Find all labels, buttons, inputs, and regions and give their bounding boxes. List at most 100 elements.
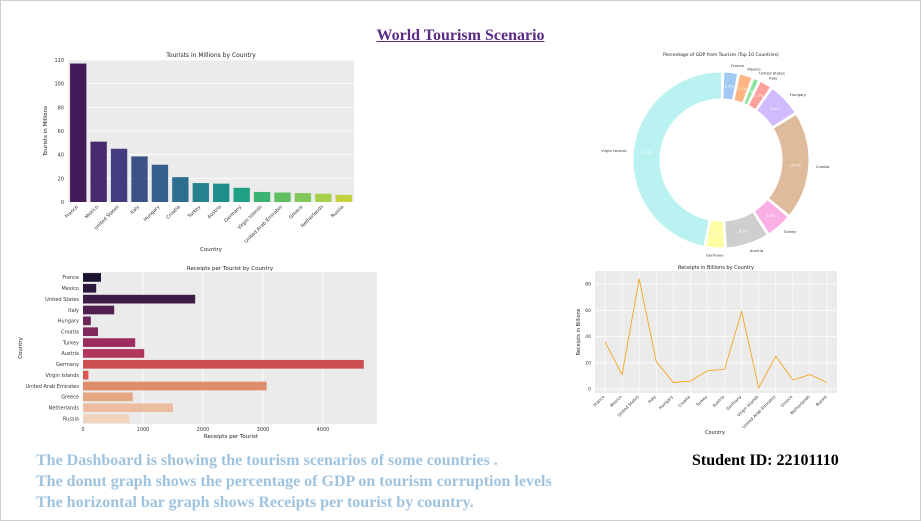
y-tick-label: United States [45, 297, 79, 303]
y-tick-label: 40 [585, 334, 591, 340]
y-tick-label: 0 [588, 387, 591, 393]
y-tick-label: Germany [56, 362, 79, 368]
plot-area [83, 272, 377, 424]
y-tick-label: United Arab Emirates [25, 384, 79, 390]
slice-percent-label: 8.2% [739, 229, 749, 233]
x-tick-label: Turkey [694, 394, 708, 408]
chart-title: Receipts per Tourist by Country [187, 266, 274, 272]
x-tick-label: France [64, 204, 80, 220]
x-tick-label: Netherlands [300, 204, 325, 229]
x-axis-label: Country [705, 430, 725, 436]
x-tick-label: Russia [815, 394, 828, 407]
caption-line-1: The Dashboard is showing the tourism sce… [36, 452, 498, 469]
donut-slice [743, 77, 760, 106]
chart-title: Receipts in Billions by Country [678, 265, 754, 271]
x-tick-label: Mexico [609, 394, 623, 408]
x-axis-label: Country [200, 247, 223, 253]
tourists-bar-chart: Tourists in Millions by Country Country … [43, 52, 354, 253]
bar [172, 177, 189, 202]
chart-title: Percentage of GDP from Tourism (Top 10 C… [663, 52, 779, 58]
x-tick-label: Italy [129, 204, 141, 216]
slice-label: Turkey [783, 229, 797, 234]
donut-slice [753, 198, 789, 235]
slice-label: Austria [750, 248, 763, 253]
bar [83, 338, 136, 347]
bar [83, 370, 89, 380]
slice-percent-label: 3.7% [711, 233, 721, 237]
bar [131, 156, 148, 202]
plot-area [595, 271, 837, 393]
x-tick-label: 3000 [257, 427, 270, 433]
page-title: World Tourism Scenario [376, 27, 545, 44]
y-axis-label: Receipts in Billions [576, 308, 582, 355]
x-tick-label: United Arab Emirates [243, 204, 284, 245]
slice-percent-label: 6.4% [770, 107, 780, 111]
slice-label: Hungary [790, 92, 807, 97]
bar [70, 63, 87, 202]
y-tick-label: 80 [585, 282, 591, 288]
x-tick-label: Greece [288, 204, 304, 220]
x-tick-label: Italy [647, 394, 657, 404]
x-tick-label: Austria [206, 204, 222, 220]
slice-percent-label: 5.0% [766, 214, 776, 218]
slice-label: Mexico [747, 66, 761, 71]
y-tick-label: Austria [61, 351, 79, 357]
x-tick-label: 0 [81, 427, 84, 433]
slice-label: Croatia [816, 164, 830, 169]
bar [83, 414, 130, 423]
donut-slice [747, 80, 772, 111]
x-tick-label: Germany [223, 204, 243, 224]
bar [213, 183, 230, 202]
bar [83, 316, 91, 326]
x-tick-label: Mexico [84, 204, 100, 220]
receipts-per-tourist-hbar-chart: Receipts per Tourist by Country Receipts… [18, 266, 377, 440]
slice-label: Germany [706, 252, 724, 257]
donut-slice [722, 71, 739, 101]
slice-label: Virgin Islands [601, 148, 626, 153]
y-tick-label: 20 [585, 360, 591, 366]
bar [83, 327, 98, 337]
y-tick-label: 60 [58, 129, 64, 135]
bar [335, 194, 352, 202]
slice-label: United States [759, 70, 785, 75]
slice-label: France [731, 63, 744, 68]
slice-percent-label: 2.7% [738, 87, 748, 91]
donut-slice [632, 71, 723, 247]
y-tick-label: Netherlands [49, 406, 80, 412]
chart-title: Tourists in Millions by Country [165, 52, 256, 59]
caption-line-2: The donut graph shows the percentage of … [36, 473, 552, 490]
y-tick-label: Croatia [61, 330, 79, 336]
bar [83, 305, 115, 315]
x-tick-label: 2000 [197, 427, 210, 433]
x-tick-label: Greece [779, 394, 793, 408]
x-tick-label: Russia [330, 204, 345, 219]
donut-slice [767, 113, 810, 217]
bar [151, 164, 169, 202]
y-tick-label: Mexico [62, 286, 79, 292]
bar [83, 349, 145, 358]
donut-slice [705, 219, 725, 249]
slice-percent-label: 2.5% [754, 94, 764, 98]
donut-slice [733, 73, 753, 104]
x-tick-label: United Arab Emirates [741, 394, 776, 429]
x-tick-label: Hungary [143, 204, 162, 223]
student-id: Student ID: 22101110 [692, 452, 839, 469]
bar [294, 193, 312, 202]
donut-slice [755, 87, 796, 128]
slice-percent-label: 19.9% [790, 163, 802, 167]
y-tick-label: 0 [61, 200, 64, 206]
slice-label: Italy [769, 76, 778, 81]
x-axis-label: Receipts per Tourist [204, 434, 259, 440]
bar [90, 141, 107, 202]
x-tick-label: Turkey [186, 204, 202, 220]
series-line [604, 278, 828, 390]
caption-line-3: The horizontal bar graph shows Receipts … [36, 494, 474, 511]
slice-percent-label: 2.9% [725, 84, 735, 88]
x-tick-label: Croatia [165, 204, 181, 220]
x-tick-label: Hungary [658, 394, 675, 411]
y-tick-label: Turkey [62, 340, 79, 346]
bar [315, 193, 332, 202]
y-tick-label: 80 [58, 105, 64, 111]
bar [83, 283, 97, 293]
y-tick-label: 120 [54, 58, 64, 64]
